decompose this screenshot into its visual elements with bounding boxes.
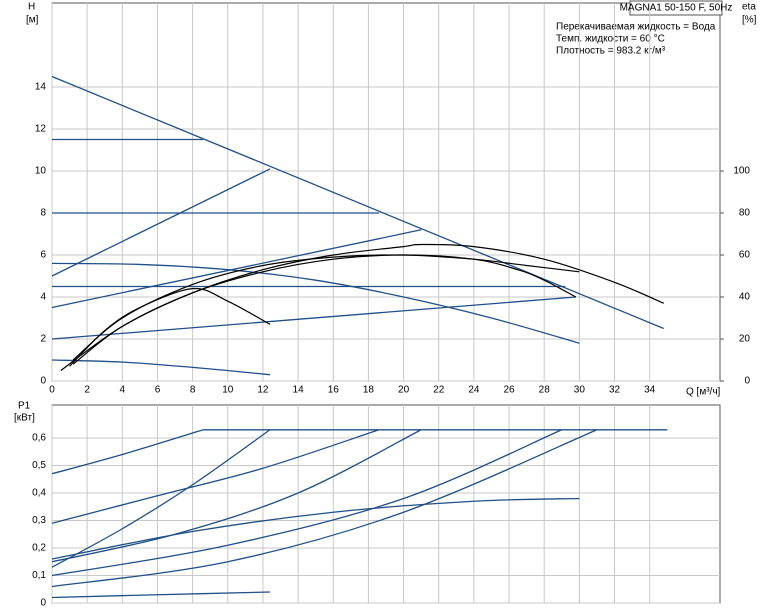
curve bbox=[51, 359, 271, 376]
y-tick-label: 0,1 bbox=[32, 570, 46, 581]
y-tick-label: 0 bbox=[40, 598, 46, 609]
x-tick-label: 16 bbox=[328, 385, 340, 396]
plot-frame bbox=[51, 2, 721, 382]
curve bbox=[51, 296, 576, 340]
curve bbox=[72, 254, 580, 361]
x-tick-label: 22 bbox=[433, 385, 445, 396]
x-tick-label: 4 bbox=[120, 385, 126, 396]
x-tick-label: 10 bbox=[222, 385, 234, 396]
y-axis-label: P1 bbox=[18, 401, 31, 412]
curve bbox=[51, 168, 271, 277]
y-tick-label: 0 bbox=[40, 376, 46, 387]
y-tick-label: 6 bbox=[40, 250, 46, 261]
x-tick-label: 34 bbox=[644, 385, 656, 396]
title-box bbox=[629, 0, 723, 16]
curve bbox=[69, 287, 271, 367]
y2-tick-label: 0 bbox=[744, 376, 750, 387]
curve bbox=[60, 243, 664, 371]
y2-tick-label: 60 bbox=[739, 250, 751, 261]
x-tick-label: 2 bbox=[84, 385, 90, 396]
y-tick-label: 0,3 bbox=[32, 515, 46, 526]
x-axis-label: Q [м³/ч] bbox=[686, 387, 721, 398]
annotation: Плотность = 983.2 кг/м³ bbox=[556, 46, 666, 57]
y-tick-label: 4 bbox=[40, 292, 46, 303]
y2-axis-unit: [%] bbox=[742, 15, 757, 26]
annotation: Перекачиваемая жидкость = Вода bbox=[556, 22, 716, 33]
y2-axis-label: eta bbox=[742, 2, 756, 13]
y-tick-label: 2 bbox=[40, 334, 46, 345]
y2-tick-label: 100 bbox=[733, 166, 750, 177]
curve bbox=[51, 429, 422, 563]
y-axis-label: H bbox=[28, 2, 35, 13]
x-tick-label: 20 bbox=[398, 385, 410, 396]
y-axis-unit: [кВт] bbox=[14, 413, 35, 424]
curve bbox=[51, 497, 580, 560]
y-tick-label: 0,2 bbox=[32, 543, 46, 554]
x-tick-label: 14 bbox=[293, 385, 305, 396]
curve bbox=[51, 429, 380, 524]
chart-title: MAGNA1 50-150 F, 50Hz bbox=[620, 3, 733, 14]
y-tick-label: 14 bbox=[35, 82, 47, 93]
y-tick-label: 8 bbox=[40, 208, 46, 219]
curve bbox=[72, 254, 577, 365]
x-tick-label: 24 bbox=[468, 385, 480, 396]
y2-tick-label: 20 bbox=[739, 334, 751, 345]
curve bbox=[51, 262, 580, 344]
y2-tick-label: 80 bbox=[739, 208, 751, 219]
annotation: Темп. жидкости = 60 °C bbox=[556, 34, 665, 45]
y-tick-label: 0,4 bbox=[32, 488, 46, 499]
curve bbox=[51, 229, 422, 309]
curve bbox=[51, 429, 271, 568]
y-tick-label: 10 bbox=[35, 166, 47, 177]
y-tick-label: 0,6 bbox=[32, 433, 46, 444]
x-tick-label: 26 bbox=[503, 385, 515, 396]
x-tick-label: 30 bbox=[574, 385, 586, 396]
y2-tick-label: 40 bbox=[739, 292, 751, 303]
x-tick-label: 12 bbox=[257, 385, 269, 396]
y-tick-label: 12 bbox=[35, 124, 47, 135]
curve bbox=[51, 429, 563, 577]
y-axis-unit: [м] bbox=[26, 15, 39, 26]
curve bbox=[51, 591, 270, 599]
x-tick-label: 28 bbox=[539, 385, 551, 396]
x-tick-label: 8 bbox=[190, 385, 196, 396]
curve bbox=[51, 75, 664, 330]
x-tick-label: 0 bbox=[49, 385, 55, 396]
y-tick-label: 0,5 bbox=[32, 460, 46, 471]
x-tick-label: 6 bbox=[155, 385, 161, 396]
x-tick-label: 32 bbox=[609, 385, 621, 396]
curve bbox=[51, 429, 598, 588]
x-tick-label: 18 bbox=[363, 385, 375, 396]
curve bbox=[51, 429, 204, 475]
